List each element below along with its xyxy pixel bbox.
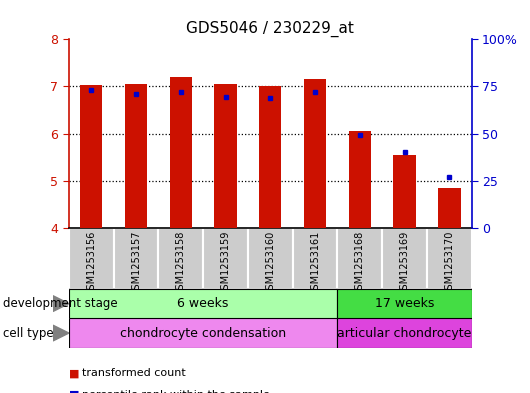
Text: GSM1253159: GSM1253159 xyxy=(220,231,231,296)
Bar xyxy=(293,228,338,289)
Text: GSM1253156: GSM1253156 xyxy=(86,231,96,296)
Bar xyxy=(259,86,281,228)
Bar xyxy=(125,84,147,228)
Text: GSM1253169: GSM1253169 xyxy=(400,231,410,296)
Bar xyxy=(203,228,248,289)
Bar xyxy=(69,289,338,318)
Text: transformed count: transformed count xyxy=(82,368,186,378)
Bar xyxy=(248,228,293,289)
Bar xyxy=(338,318,472,348)
Bar xyxy=(158,228,203,289)
Bar xyxy=(427,228,472,289)
Bar xyxy=(170,77,192,228)
Text: GSM1253161: GSM1253161 xyxy=(310,231,320,296)
Text: GSM1253157: GSM1253157 xyxy=(131,231,141,296)
Bar xyxy=(69,318,338,348)
Text: GSM1253158: GSM1253158 xyxy=(176,231,186,296)
Text: GSM1253170: GSM1253170 xyxy=(444,231,454,296)
Bar xyxy=(69,228,113,289)
Text: GSM1253160: GSM1253160 xyxy=(266,231,275,296)
Text: 17 weeks: 17 weeks xyxy=(375,297,434,310)
Bar xyxy=(438,188,461,228)
Text: percentile rank within the sample: percentile rank within the sample xyxy=(82,390,270,393)
Title: GDS5046 / 230229_at: GDS5046 / 230229_at xyxy=(187,20,354,37)
Bar xyxy=(113,228,158,289)
Bar xyxy=(349,131,371,228)
Bar xyxy=(338,289,472,318)
Bar xyxy=(214,84,237,228)
Bar xyxy=(393,155,416,228)
Text: development stage: development stage xyxy=(3,297,117,310)
Text: ■: ■ xyxy=(69,368,80,378)
Polygon shape xyxy=(53,325,69,341)
Bar xyxy=(338,228,382,289)
Bar xyxy=(382,228,427,289)
Text: chondrocyte condensation: chondrocyte condensation xyxy=(120,327,286,340)
Text: 6 weeks: 6 weeks xyxy=(178,297,229,310)
Text: ■: ■ xyxy=(69,390,80,393)
Polygon shape xyxy=(53,296,69,311)
Bar xyxy=(304,79,326,228)
Bar xyxy=(80,85,102,228)
Text: articular chondrocyte: articular chondrocyte xyxy=(338,327,472,340)
Text: cell type: cell type xyxy=(3,327,54,340)
Text: GSM1253168: GSM1253168 xyxy=(355,231,365,296)
